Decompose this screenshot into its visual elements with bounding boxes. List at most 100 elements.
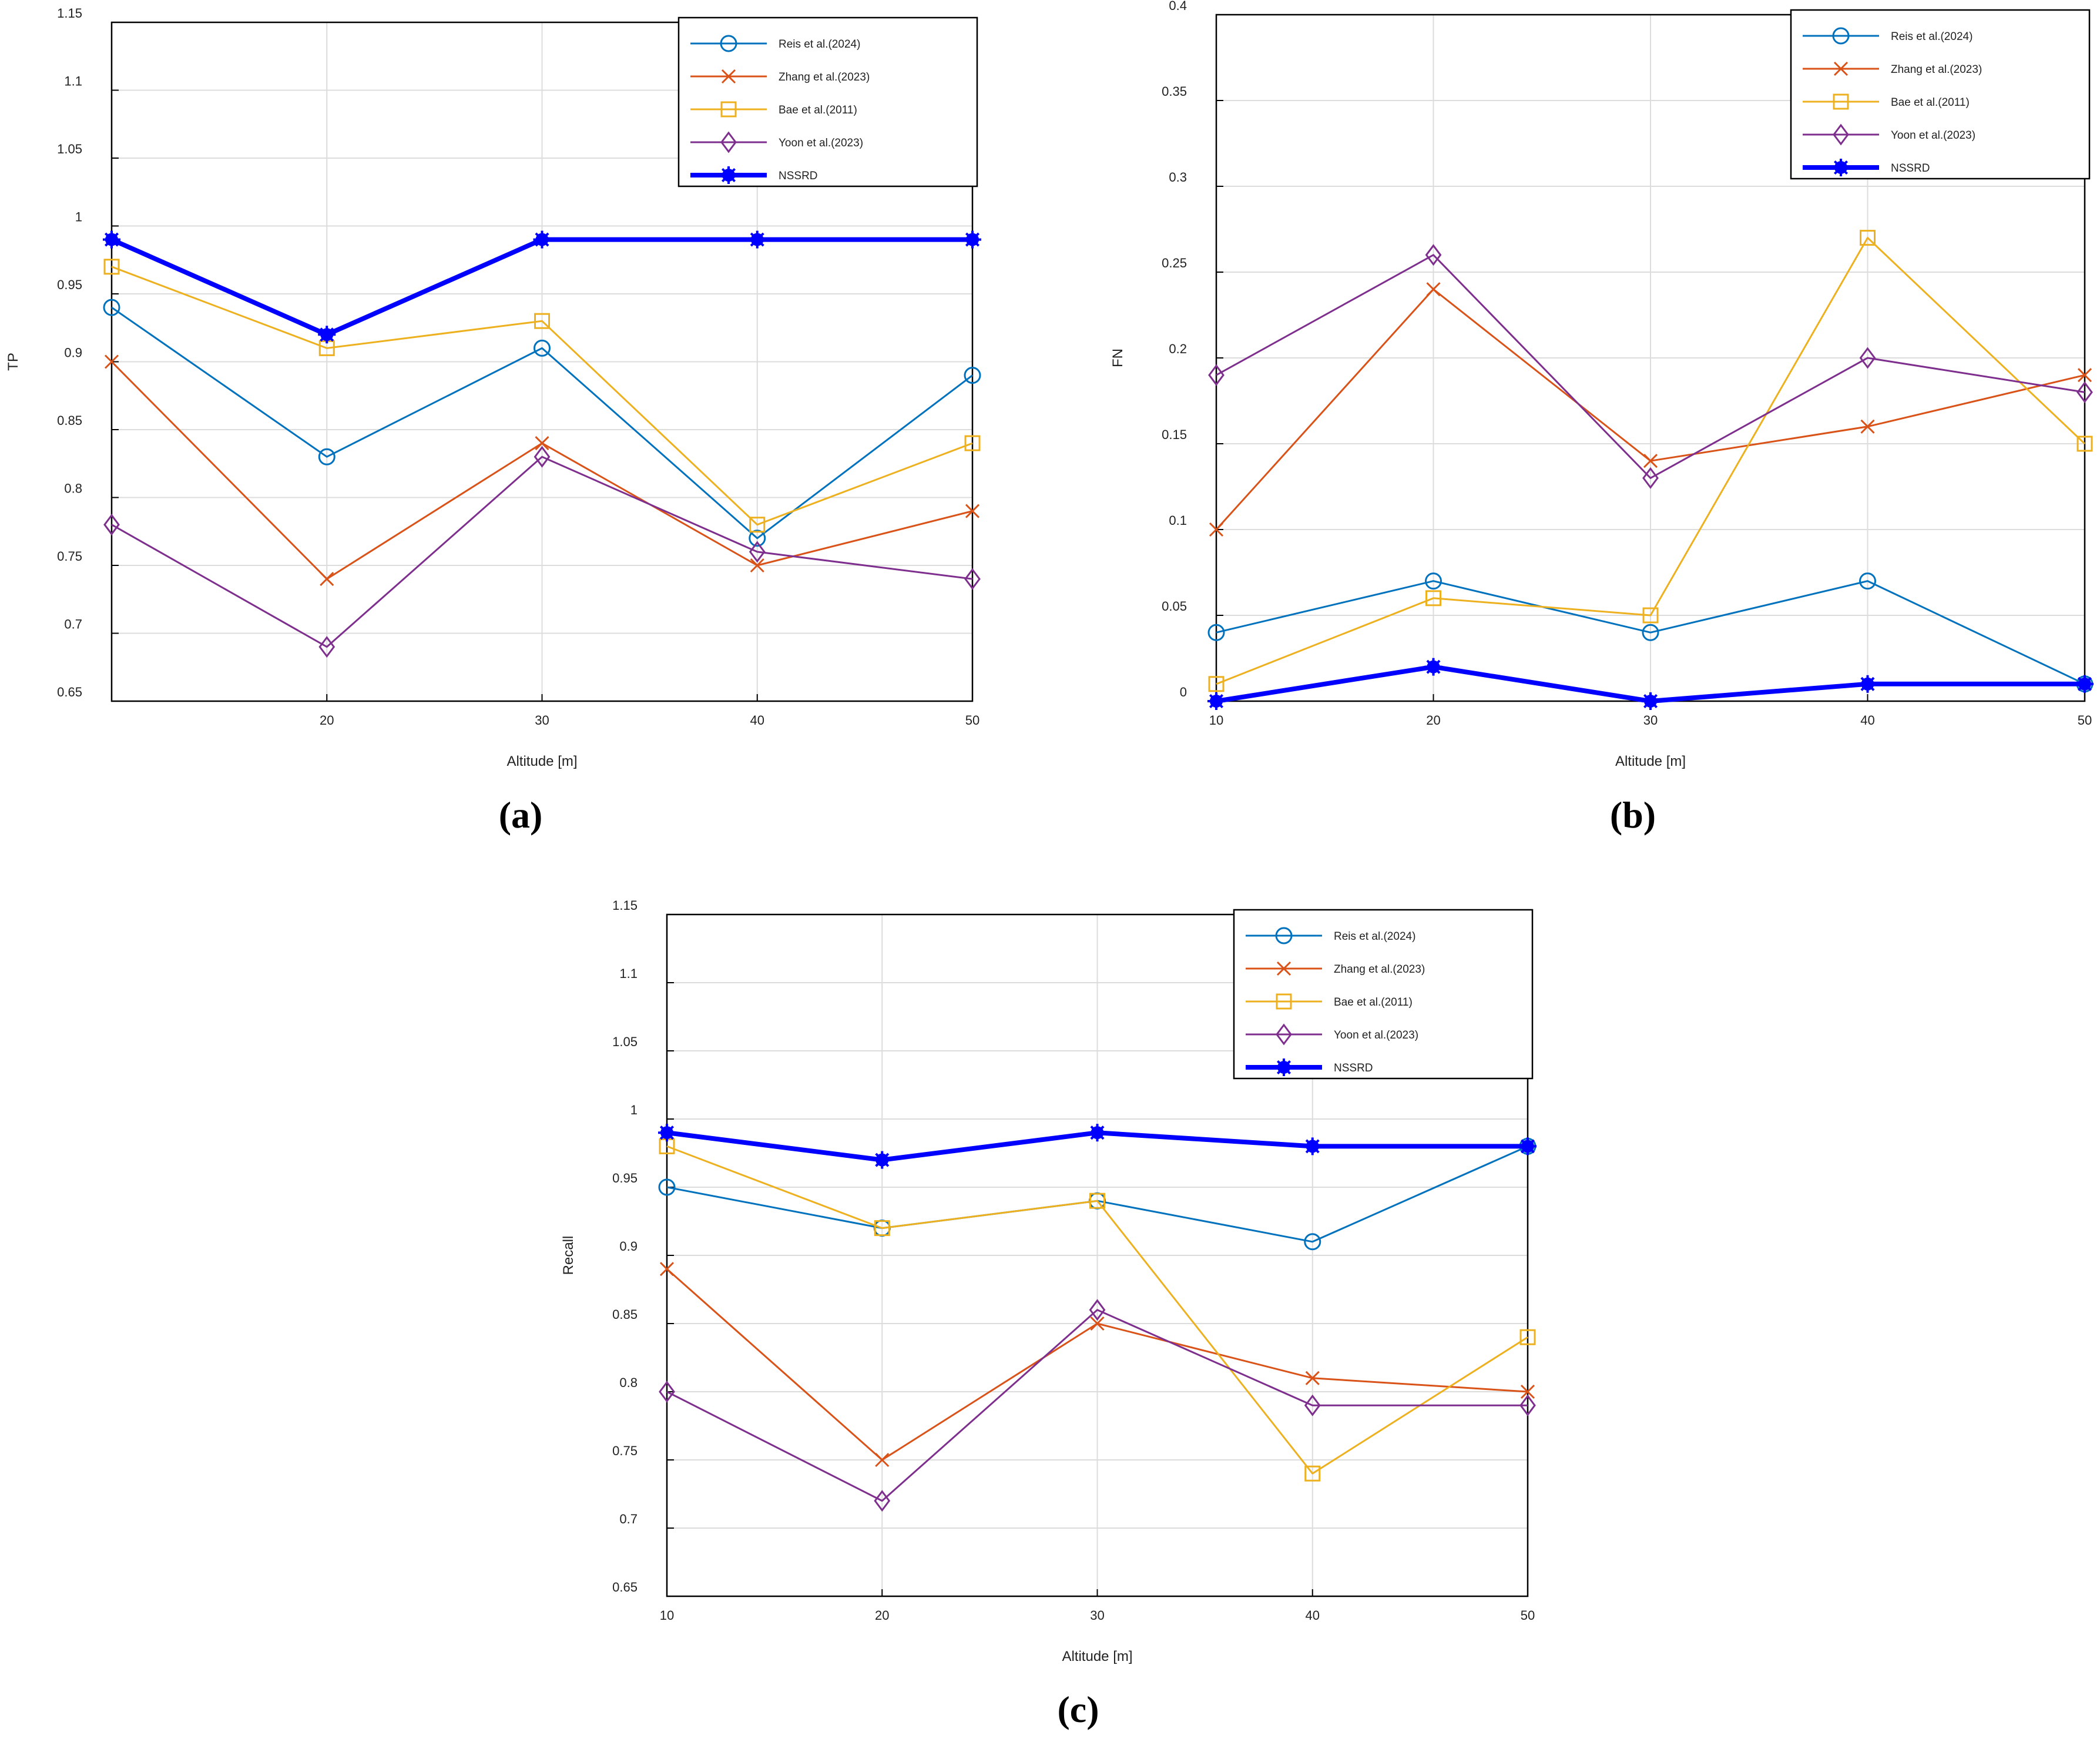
x-axis-title: Altitude [m] [506, 753, 577, 769]
data-point [1089, 1299, 1106, 1321]
legend-marker [1276, 961, 1291, 976]
y-tick-label: 0.85 [612, 1307, 638, 1322]
y-tick-label: 1.15 [57, 6, 82, 21]
legend-entry: Bae et al.(2011) [1803, 93, 1970, 110]
legend-label: Reis et al.(2024) [1891, 31, 1972, 43]
series-bae [103, 259, 981, 533]
data-point [1305, 1371, 1320, 1385]
data-point [1303, 1137, 1321, 1155]
series-zhang [659, 1262, 1535, 1468]
tick-group: 10 20 30 40 50 0 0.05 0.1 0.15 0.2 0.25 0.3 0.35 0.4 [1162, 0, 2092, 728]
legend-label: Yoon et al.(2023) [1334, 1029, 1418, 1041]
x-tick-label: 30 [1090, 1608, 1104, 1623]
y-tick-label: 0.95 [612, 1171, 638, 1185]
legend-marker [1276, 1023, 1292, 1046]
data-point [318, 326, 336, 344]
legend: Reis et al.(2024) Zhang et al.(2023) Bae e… [1790, 9, 2091, 180]
data-point [1304, 1394, 1321, 1416]
legend-marker [720, 131, 737, 153]
y-tick-label: 0.15 [1162, 427, 1187, 442]
legend-label: Yoon et al.(2023) [779, 137, 863, 149]
data-point [1519, 1329, 1536, 1345]
y-tick-label: 0.9 [64, 346, 82, 360]
data-point [748, 230, 766, 249]
x-tick-label: 20 [875, 1608, 889, 1623]
y-tick-label: 0.9 [619, 1239, 638, 1254]
legend-label: Yoon et al.(2023) [1891, 129, 1975, 142]
y-tick-label: 0.8 [619, 1375, 638, 1390]
x-tick-label: 30 [1643, 713, 1658, 728]
data-point [1859, 675, 1877, 693]
legend-entry: Zhang et al.(2023) [1246, 961, 1425, 976]
data-point [2076, 436, 2093, 452]
data-point [1519, 1137, 1537, 1155]
data-point [1209, 522, 1224, 537]
legend: Reis et al.(2024) Zhang et al.(2023) Bae e… [1233, 909, 1534, 1080]
legend-entry: Reis et al.(2024) [690, 35, 860, 52]
data-point [318, 636, 336, 658]
x-tick-label: 20 [1426, 713, 1440, 728]
legend-marker [1276, 993, 1292, 1010]
data-point [1425, 244, 1442, 266]
data-point [1088, 1124, 1106, 1142]
data-point [749, 541, 766, 563]
legend-entry: Yoon et al.(2023) [1246, 1023, 1418, 1046]
data-point [1090, 1316, 1105, 1331]
data-point [658, 1124, 676, 1142]
y-tick-label: 0 [1180, 685, 1187, 699]
series-line [1216, 254, 2085, 479]
data-point [1089, 1192, 1105, 1209]
legend-entry: Bae et al.(2011) [690, 101, 857, 118]
legend-entry: Zhang et al.(2023) [1803, 61, 1982, 76]
chart-b: 10 20 30 40 50 0 0.05 0.1 0.15 0.2 0.25 0.3 0.35 0.4 A… [1110, 0, 2094, 836]
legend-entry: NSSRD [1803, 159, 1930, 176]
series-bae [659, 1138, 1536, 1482]
data-point [659, 1262, 675, 1277]
legend-marker [1832, 27, 1850, 45]
series-line [666, 1145, 1528, 1475]
legend-entry: NSSRD [690, 166, 818, 184]
y-tick-label: 0.75 [612, 1443, 638, 1458]
legend-marker [1275, 1058, 1293, 1076]
data-point [965, 504, 980, 518]
data-point [534, 445, 551, 468]
data-point [1426, 282, 1441, 297]
y-tick-label: 0.3 [1169, 170, 1187, 185]
data-point [103, 514, 120, 536]
data-point [1304, 1465, 1321, 1482]
legend-label: Bae et al.(2011) [1891, 96, 1970, 109]
series-yoon [659, 1299, 1536, 1512]
data-point [659, 1381, 675, 1403]
data-point [535, 436, 549, 451]
legend-label: NSSRD [779, 170, 818, 182]
data-point [1860, 230, 1876, 246]
data-point [749, 517, 766, 533]
y-tick-label: 1.1 [64, 74, 82, 89]
data-point [533, 230, 551, 249]
data-point [318, 448, 336, 465]
data-point [1520, 1384, 1535, 1399]
data-point [534, 339, 551, 357]
data-point [658, 1178, 676, 1196]
y-tick-label: 0.7 [64, 617, 82, 632]
x-tick-label: 40 [1860, 713, 1874, 728]
data-point [875, 1452, 890, 1468]
legend-label: Zhang et al.(2023) [779, 71, 870, 83]
legend-label: NSSRD [1334, 1062, 1373, 1074]
legend-marker [1833, 61, 1849, 76]
data-point [1424, 658, 1443, 676]
data-point [1642, 467, 1659, 489]
y-tick-label: 0.65 [612, 1580, 638, 1594]
legend-label: NSSRD [1891, 162, 1930, 175]
y-tick-label: 1.05 [612, 1034, 638, 1049]
data-point [1208, 676, 1225, 692]
data-point [103, 259, 120, 275]
data-point [964, 435, 981, 451]
data-point [750, 558, 764, 573]
series-line [111, 455, 973, 648]
data-point [320, 572, 334, 587]
legend-entry: Zhang et al.(2023) [690, 69, 870, 84]
y-tick-label: 0.35 [1162, 84, 1187, 99]
y-tick-label: 1 [75, 210, 82, 225]
series-yoon [1208, 244, 2093, 489]
